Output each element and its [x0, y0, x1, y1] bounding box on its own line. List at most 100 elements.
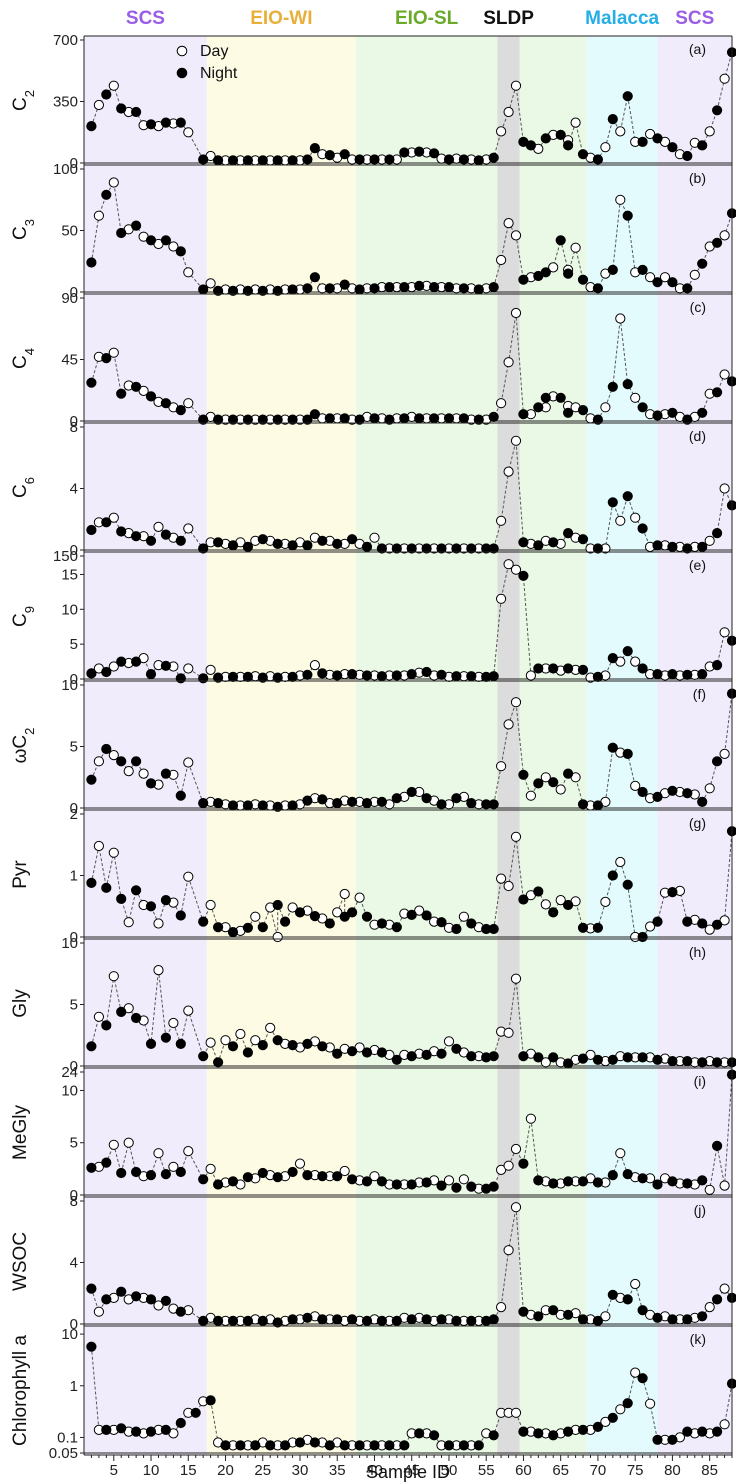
night-point [682, 1426, 693, 1437]
panel-6: 0 1 2 Pyr (g) [10, 806, 736, 946]
night-point [712, 528, 723, 539]
night-point [198, 1174, 209, 1185]
night-point [533, 540, 544, 551]
night-point [436, 543, 447, 554]
night-point [332, 798, 343, 809]
night-point [175, 405, 186, 416]
night-point [376, 543, 387, 554]
night-point [697, 407, 708, 418]
night-point [145, 1426, 157, 1437]
day-point [93, 1306, 105, 1317]
night-point [607, 114, 618, 125]
night-point [607, 1289, 618, 1300]
night-point [563, 140, 574, 151]
night-point [131, 381, 142, 392]
night-point [175, 790, 186, 801]
y-axis-label: Chlorophyll a [10, 1335, 31, 1446]
day-point [183, 1005, 194, 1016]
night-point [347, 907, 358, 918]
night-point [160, 1295, 171, 1307]
night-point [563, 1176, 574, 1187]
day-point [153, 1148, 164, 1159]
region-band-2 [355, 36, 498, 1455]
night-point [242, 800, 253, 811]
night-point [518, 769, 529, 780]
x-tick-label: 50 [441, 1462, 458, 1479]
night-point [414, 413, 425, 424]
y-axis-label: C6 [10, 477, 37, 498]
series-day [93, 1113, 730, 1195]
series-night [86, 688, 736, 812]
night-point [86, 1041, 97, 1052]
series-night [86, 47, 736, 166]
series-day [93, 177, 730, 295]
panel-9: 0 4 8 WSOC (j) [10, 1193, 736, 1333]
night-point [488, 1314, 499, 1325]
night-point [622, 1052, 633, 1063]
night-point [548, 1052, 559, 1063]
night-point [391, 793, 402, 804]
night-point [622, 491, 633, 502]
day-point [600, 402, 611, 413]
day-point [600, 1311, 611, 1322]
day-point [309, 660, 320, 671]
y-tick-label: 10 [61, 1082, 78, 1099]
night-point [160, 660, 171, 671]
night-point [213, 1179, 224, 1190]
night-point [145, 1170, 157, 1181]
night-point [227, 414, 239, 425]
night-point [257, 1167, 268, 1179]
day-point [108, 661, 119, 672]
day-point [615, 126, 626, 137]
night-point [324, 283, 335, 294]
x-tick-label: 75 [627, 1462, 644, 1479]
night-point [622, 1398, 633, 1409]
day-point [630, 1278, 641, 1290]
night-point [622, 879, 633, 890]
night-point [272, 155, 283, 166]
night-point [257, 155, 268, 166]
night-point [443, 154, 455, 165]
night-point [257, 922, 268, 933]
night-point [563, 1426, 574, 1437]
day-point [205, 1037, 216, 1048]
night-point [116, 893, 127, 905]
night-point [332, 538, 343, 550]
night-point [637, 663, 648, 674]
night-point [712, 1140, 723, 1152]
night-point [198, 543, 209, 554]
night-point [205, 1395, 216, 1406]
day-point [496, 761, 507, 772]
night-point [361, 670, 373, 681]
night-point [332, 1048, 343, 1059]
day-point [153, 965, 164, 976]
night-point [548, 1178, 559, 1189]
region-label-1: EIO-WI [250, 8, 312, 29]
day-point [510, 564, 522, 575]
night-point [592, 154, 604, 165]
night-point [175, 673, 186, 684]
night-point [101, 1424, 112, 1436]
night-point [421, 543, 432, 554]
night-point [287, 1166, 298, 1178]
night-point [242, 1172, 253, 1183]
night-point [175, 1306, 186, 1317]
night-point [533, 1175, 544, 1186]
day-point [510, 80, 522, 91]
night-point [577, 664, 589, 676]
day-point [108, 750, 119, 761]
series-night [86, 1283, 736, 1328]
day-point [503, 218, 514, 229]
night-point [548, 1305, 559, 1316]
night-point [175, 246, 186, 257]
night-point [555, 392, 566, 403]
night-point [488, 1181, 499, 1192]
night-point [637, 931, 648, 943]
day-point [332, 907, 343, 918]
day-point [108, 177, 119, 188]
night-point [712, 756, 723, 767]
y-tick-label: 10 [61, 601, 78, 618]
panel-tag: (i) [694, 1073, 706, 1089]
night-point [354, 154, 365, 165]
